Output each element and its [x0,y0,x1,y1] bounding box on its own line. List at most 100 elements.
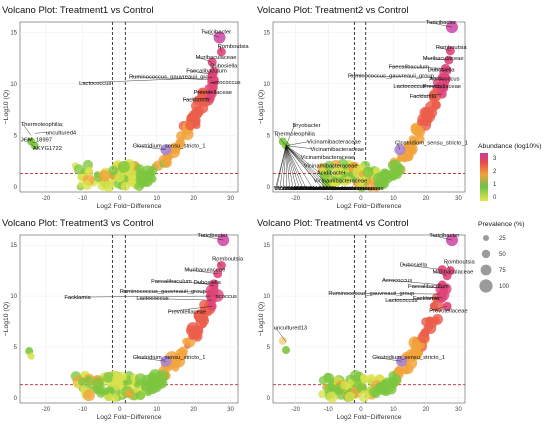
data-point [81,180,92,191]
data-point [98,169,111,182]
leader-line [285,145,294,188]
point-label: Vicinamibacteraceae [327,186,381,192]
point-label: AKYG1722 [33,146,62,152]
data-point [417,331,430,343]
x-axis-label: Log2 Fold−Difference [96,203,161,210]
point-label: Clostridium_sensu_stricto_1 [372,355,445,361]
point-label: JCM_18997 [21,138,52,144]
point-label: Turicibacter [426,20,456,26]
leader-line [445,261,451,271]
point-label: Romboutsia [218,44,250,50]
leader-line [285,141,310,146]
point-label: Turicibacter [429,233,459,239]
leader-line [285,145,303,158]
x-tick-label: 30 [227,407,234,413]
leader-line [285,145,290,188]
x-tick-label: 30 [455,196,462,202]
x-tick-label: -20 [42,196,51,202]
point-label: Lactococcus [393,84,425,90]
point-label: Dubosiella [210,63,238,69]
data-point [141,165,154,178]
point-label: Prevotellaceae [194,90,232,96]
data-point [377,385,385,394]
y-tick-label: 5 [14,133,18,139]
x-tick-label: 10 [390,196,397,202]
x-tick-label: 10 [153,407,160,413]
leader-line [285,145,307,189]
data-point [122,379,129,386]
data-point [340,381,349,390]
point-label: Ruminococcus_gauvreauii_group [348,74,434,80]
point-label: Romboutsia [444,260,476,266]
point-label: Thermoleophilia [274,131,316,137]
data-point [111,378,124,391]
data-point [110,393,119,403]
point-label: Acidibacter [317,170,346,176]
leader-line [184,98,211,100]
point-label: Prevotellaceae [168,309,206,315]
data-point [92,377,103,389]
point-label: Romboutsia [212,256,244,262]
y-tick-label: 15 [10,30,17,36]
highlight-point [207,57,217,67]
y-tick-label: 5 [267,345,271,351]
data-point [80,385,87,392]
leader-line [197,56,213,63]
x-axis-label: Log2 Fold−Difference [336,203,401,210]
data-point [326,391,338,403]
x-tick-label: -20 [291,407,300,413]
x-tick-label: -10 [324,407,333,413]
abundance-tick-label: 2 [493,169,497,175]
y-tick-label: 15 [10,243,17,249]
x-tick-label: 0 [359,196,363,202]
data-point [135,390,146,401]
data-point [165,153,173,161]
point-label: Vicinamibacteraceae [275,186,329,192]
point-label: Lactococcus [385,298,417,304]
prevalence-legend-title: Prevalence (%) [478,221,524,228]
data-point [428,91,439,101]
data-point [334,387,344,396]
y-tick-label: 0 [14,185,18,191]
data-point [431,299,444,312]
point-label: Vicinamibacteraceae [284,186,338,192]
leader-line [153,280,214,285]
x-tick-label: 20 [190,407,197,413]
leader-line [285,145,303,189]
data-point [323,372,335,384]
point-label: Faecalibaculum [389,64,430,70]
point-label: Aerococcus [207,294,237,300]
data-point [78,377,87,386]
abundance-ticks: 3 2 1 0 [493,156,497,201]
point-label: Vicinamibacteraceae [301,186,355,192]
point-label: Vicinamibacteraceae [304,163,358,169]
data-point [421,317,430,327]
volcano-panel-treatment1: Volcano Plot: Treatment1 vs Control Turic… [2,5,249,210]
point-label: Prevotellaceae [423,84,461,90]
leader-line [275,327,287,343]
x-tick-label: -10 [324,196,333,202]
y-tick-label: 15 [263,30,270,36]
point-label: Vicinamibacteraceae [304,186,358,192]
point-label: Lactococcus [79,81,111,87]
y-axis-label: −Log10 (Q) [3,302,10,337]
leader-line [275,133,287,146]
x-tick-label: 20 [190,196,197,202]
point-label: Dubosiella [400,263,428,269]
point-label: Dubosiella [194,280,222,286]
leader-line [374,357,402,362]
abundance-tick-label: 1 [493,182,497,188]
highlight-point [444,55,454,65]
points-layer [278,282,452,403]
x-tick-label: -10 [78,407,87,413]
leader-line [427,21,453,28]
leader-line [285,145,313,149]
leader-line [188,70,213,75]
prevalence-label: 50 [499,252,506,258]
point-label: Ruminococcus_gauvreauii_group [120,289,206,295]
data-point [408,135,417,144]
data-point [199,299,209,310]
prevalence-label: 100 [499,284,510,290]
leader-line [275,145,287,188]
leader-line [282,145,287,188]
